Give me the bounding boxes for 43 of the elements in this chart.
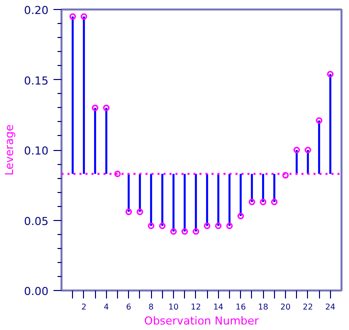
point <box>237 212 244 220</box>
point <box>159 222 166 230</box>
x-tick-label: 18 <box>258 302 268 312</box>
point <box>271 198 278 206</box>
x-tick-label: 4 <box>104 302 109 312</box>
x-tick-label: 12 <box>190 302 201 312</box>
x-axis-title: Observation Number <box>144 314 260 328</box>
y-tick-label: 0.15 <box>24 74 49 88</box>
point <box>181 228 188 235</box>
point <box>103 104 110 112</box>
point <box>114 170 121 178</box>
x-tick-label: 14 <box>213 302 224 312</box>
point <box>304 146 312 154</box>
x-tick-label: 16 <box>236 302 246 312</box>
x-tick-label: 22 <box>302 302 313 312</box>
point <box>69 13 76 20</box>
point <box>192 228 200 235</box>
point <box>327 70 334 78</box>
point <box>136 208 144 216</box>
x-tick-label: 10 <box>168 302 179 312</box>
point <box>125 208 132 216</box>
x-tick-label: 20 <box>280 302 291 312</box>
x-tick-label: 6 <box>126 302 132 312</box>
point <box>92 104 98 112</box>
point <box>316 117 322 124</box>
point <box>80 13 88 20</box>
point <box>148 222 154 230</box>
point <box>170 228 177 235</box>
point <box>215 222 222 230</box>
y-tick-label: 0.00 <box>24 285 49 298</box>
x-tick-label: 24 <box>325 302 336 312</box>
point <box>204 222 210 230</box>
point <box>248 198 256 206</box>
x-tick-label: 2 <box>81 302 86 312</box>
y-axis-title: Leverage <box>3 124 16 176</box>
y-tick-label: 0.05 <box>24 214 49 228</box>
point <box>293 146 300 154</box>
x-tick-label: 8 <box>148 302 154 312</box>
point <box>282 172 289 179</box>
y-tick-label: 0.10 <box>24 144 49 158</box>
point <box>226 222 233 230</box>
y-tick-label: 0.20 <box>24 4 49 17</box>
point <box>260 198 266 206</box>
